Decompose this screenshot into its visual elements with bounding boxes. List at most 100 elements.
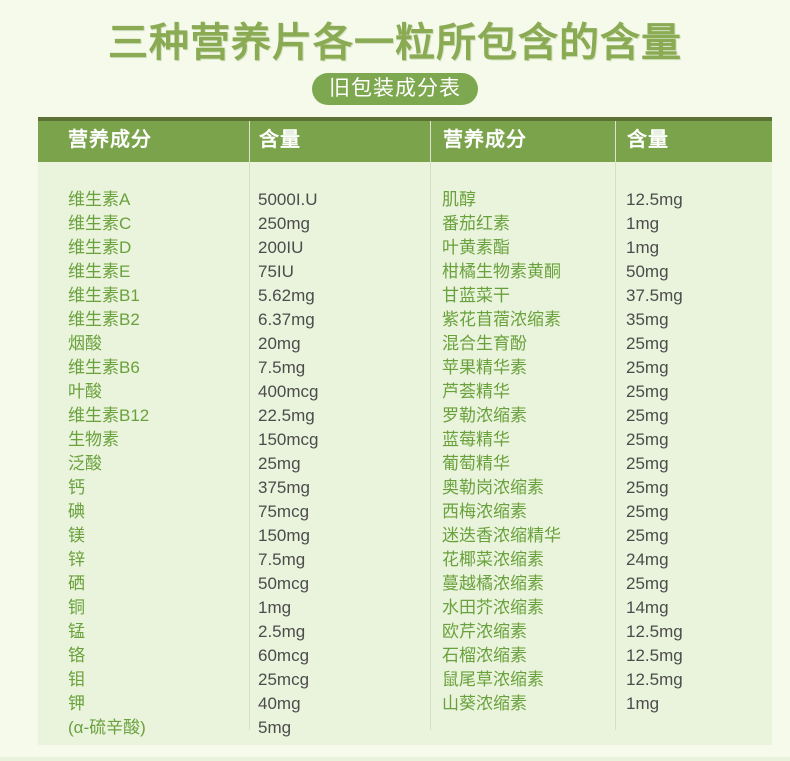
ingredient-name: 葡萄精华 — [442, 454, 510, 473]
ingredient-name: 肌醇 — [442, 190, 476, 209]
ingredient-name: 柑橘生物素黄酮 — [442, 262, 561, 281]
ingredient-name: 维生素C — [68, 214, 132, 233]
header-cell-amount-right: 含量 — [615, 121, 772, 162]
ingredient-amount: 25mg — [626, 454, 669, 473]
ingredient-amount: 5000I.U — [258, 190, 318, 209]
ingredient-amount: 5.62mg — [258, 286, 315, 305]
ingredient-amount: 25mg — [626, 526, 669, 545]
ingredient-name: 钙 — [68, 478, 85, 497]
ingredient-name: 钾 — [68, 694, 85, 713]
ingredient-name: 混合生育酚 — [442, 334, 527, 353]
ingredient-amount: 12.5mg — [626, 190, 683, 209]
column-names-left: 维生素A 维生素C 维生素D 维生素E 维生素B1 维生素B2 烟酸 维生素B6 叶酸 维生素B1… — [38, 162, 249, 745]
ingredient-name: 维生素B1 — [68, 286, 140, 305]
ingredient-name: 铬 — [68, 646, 85, 665]
ingredient-name: 苹果精华素 — [442, 358, 527, 377]
ingredient-amount: 7.5mg — [258, 550, 306, 569]
ingredient-amount: 5mg — [258, 718, 292, 737]
ingredient-name: 铜 — [68, 598, 85, 617]
ingredient-amount: 50mcg — [258, 574, 310, 593]
ingredient-amount: 50mg — [626, 262, 669, 281]
ingredient-amount: 12.5mg — [626, 670, 683, 689]
header-cell-amount-left: 含量 — [249, 121, 430, 162]
ingredient-amount: 375mg — [258, 478, 310, 497]
ingredient-amount: 22.5mg — [258, 406, 315, 425]
ingredient-name: 维生素B6 — [68, 358, 140, 377]
ingredient-name: 生物素 — [68, 430, 119, 449]
ingredient-amount: 7.5mg — [258, 358, 306, 377]
ingredient-amount: 150mg — [258, 526, 310, 545]
ingredient-amount: 60mcg — [258, 646, 310, 665]
ingredient-name: 欧芹浓缩素 — [442, 622, 527, 641]
header-cell-nutrient-right: 营养成分 — [430, 121, 615, 162]
old-packaging-badge: 旧包装成分表 — [312, 73, 478, 105]
ingredient-amount: 25mg — [626, 430, 669, 449]
ingredient-name: 硒 — [68, 574, 85, 593]
ingredient-amount: 200IU — [258, 238, 304, 257]
ingredient-amount: 40mg — [258, 694, 301, 713]
ingredient-name: 鼠尾草浓缩素 — [442, 670, 544, 689]
column-divider — [430, 162, 431, 730]
ingredient-amount: 25mg — [626, 382, 669, 401]
ingredient-amount: 1mg — [626, 238, 660, 257]
ingredient-amount: 37.5mg — [626, 286, 683, 305]
ingredient-name: 锌 — [68, 550, 85, 569]
ingredient-amount: 75mcg — [258, 502, 310, 521]
ingredient-name: 西梅浓缩素 — [442, 502, 527, 521]
ingredient-amount: 14mg — [626, 598, 669, 617]
ingredient-name: (α-硫辛酸) — [68, 718, 146, 737]
ingredient-amount: 25mcg — [258, 670, 310, 689]
ingredient-name: 烟酸 — [68, 334, 102, 353]
column-names-right: 肌醇 番茄红素 叶黄素酯 柑橘生物素黄酮 甘蓝菜干 紫花苜蓿浓缩素 混合生育酚 苹果精华素 芦荟… — [430, 162, 615, 745]
ingredient-amount: 400mcg — [258, 382, 319, 401]
ingredient-amount: 75IU — [258, 262, 294, 281]
ingredient-amount: 12.5mg — [626, 646, 683, 665]
ingredient-name: 迷迭香浓缩精华 — [442, 526, 561, 545]
ingredient-amount: 25mg — [626, 334, 669, 353]
ingredient-name: 石榴浓缩素 — [442, 646, 527, 665]
ingredient-name: 碘 — [68, 502, 85, 521]
badge-container: 旧包装成分表 — [0, 73, 790, 105]
ingredient-name: 蔓越橘浓缩素 — [442, 574, 544, 593]
ingredient-name: 维生素D — [68, 238, 132, 257]
column-values-right: 12.5mg 1mg 1mg 50mg 37.5mg 35mg 25mg 25mg 25mg 25… — [615, 162, 772, 745]
header-cell-nutrient-left: 营养成分 — [68, 129, 152, 151]
ingredient-amount: 2.5mg — [258, 622, 306, 641]
ingredient-amount: 24mg — [626, 550, 669, 569]
ingredient-name: 山葵浓缩素 — [442, 694, 527, 713]
ingredient-name: 镁 — [68, 526, 85, 545]
ingredient-name: 罗勒浓缩素 — [442, 406, 527, 425]
ingredient-amount: 250mg — [258, 214, 310, 233]
ingredients-table: 营养成分 含量 营养成分 含量 维生素A 维生素C 维生素D 维生素E 维生素B1 维生素… — [38, 117, 772, 745]
ingredient-amount: 6.37mg — [258, 310, 315, 329]
ingredient-name: 钼 — [68, 670, 85, 689]
ingredient-amount: 25mg — [626, 574, 669, 593]
ingredient-amount: 25mg — [258, 454, 301, 473]
ingredient-amount: 25mg — [626, 358, 669, 377]
ingredient-name: 叶黄素酯 — [442, 238, 510, 257]
ingredient-name: 水田芥浓缩素 — [442, 598, 544, 617]
ingredient-name: 维生素B2 — [68, 310, 140, 329]
ingredient-name: 蓝莓精华 — [442, 430, 510, 449]
next-section-edge — [0, 757, 790, 761]
ingredient-name: 维生素A — [68, 190, 131, 209]
ingredient-name: 芦荟精华 — [442, 382, 510, 401]
ingredient-name: 锰 — [68, 622, 85, 641]
ingredient-amount: 25mg — [626, 406, 669, 425]
ingredient-amount: 20mg — [258, 334, 301, 353]
ingredient-amount: 12.5mg — [626, 622, 683, 641]
ingredient-amount: 25mg — [626, 502, 669, 521]
ingredient-name: 番茄红素 — [442, 214, 510, 233]
column-divider — [615, 162, 616, 730]
column-values-left: 5000I.U 250mg 200IU 75IU 5.62mg 6.37mg 20mg 7.5… — [249, 162, 430, 745]
ingredient-amount: 150mcg — [258, 430, 319, 449]
ingredient-amount: 25mg — [626, 478, 669, 497]
table-body: 维生素A 维生素C 维生素D 维生素E 维生素B1 维生素B2 烟酸 维生素B6 叶酸 维生素B1… — [38, 162, 772, 745]
ingredient-name: 花椰菜浓缩素 — [442, 550, 544, 569]
column-divider — [249, 162, 250, 730]
ingredient-name: 维生素E — [68, 262, 131, 281]
ingredient-name: 奥勒岗浓缩素 — [442, 478, 544, 497]
ingredient-name: 叶酸 — [68, 382, 102, 401]
ingredient-amount: 1mg — [626, 694, 660, 713]
ingredient-amount: 35mg — [626, 310, 669, 329]
